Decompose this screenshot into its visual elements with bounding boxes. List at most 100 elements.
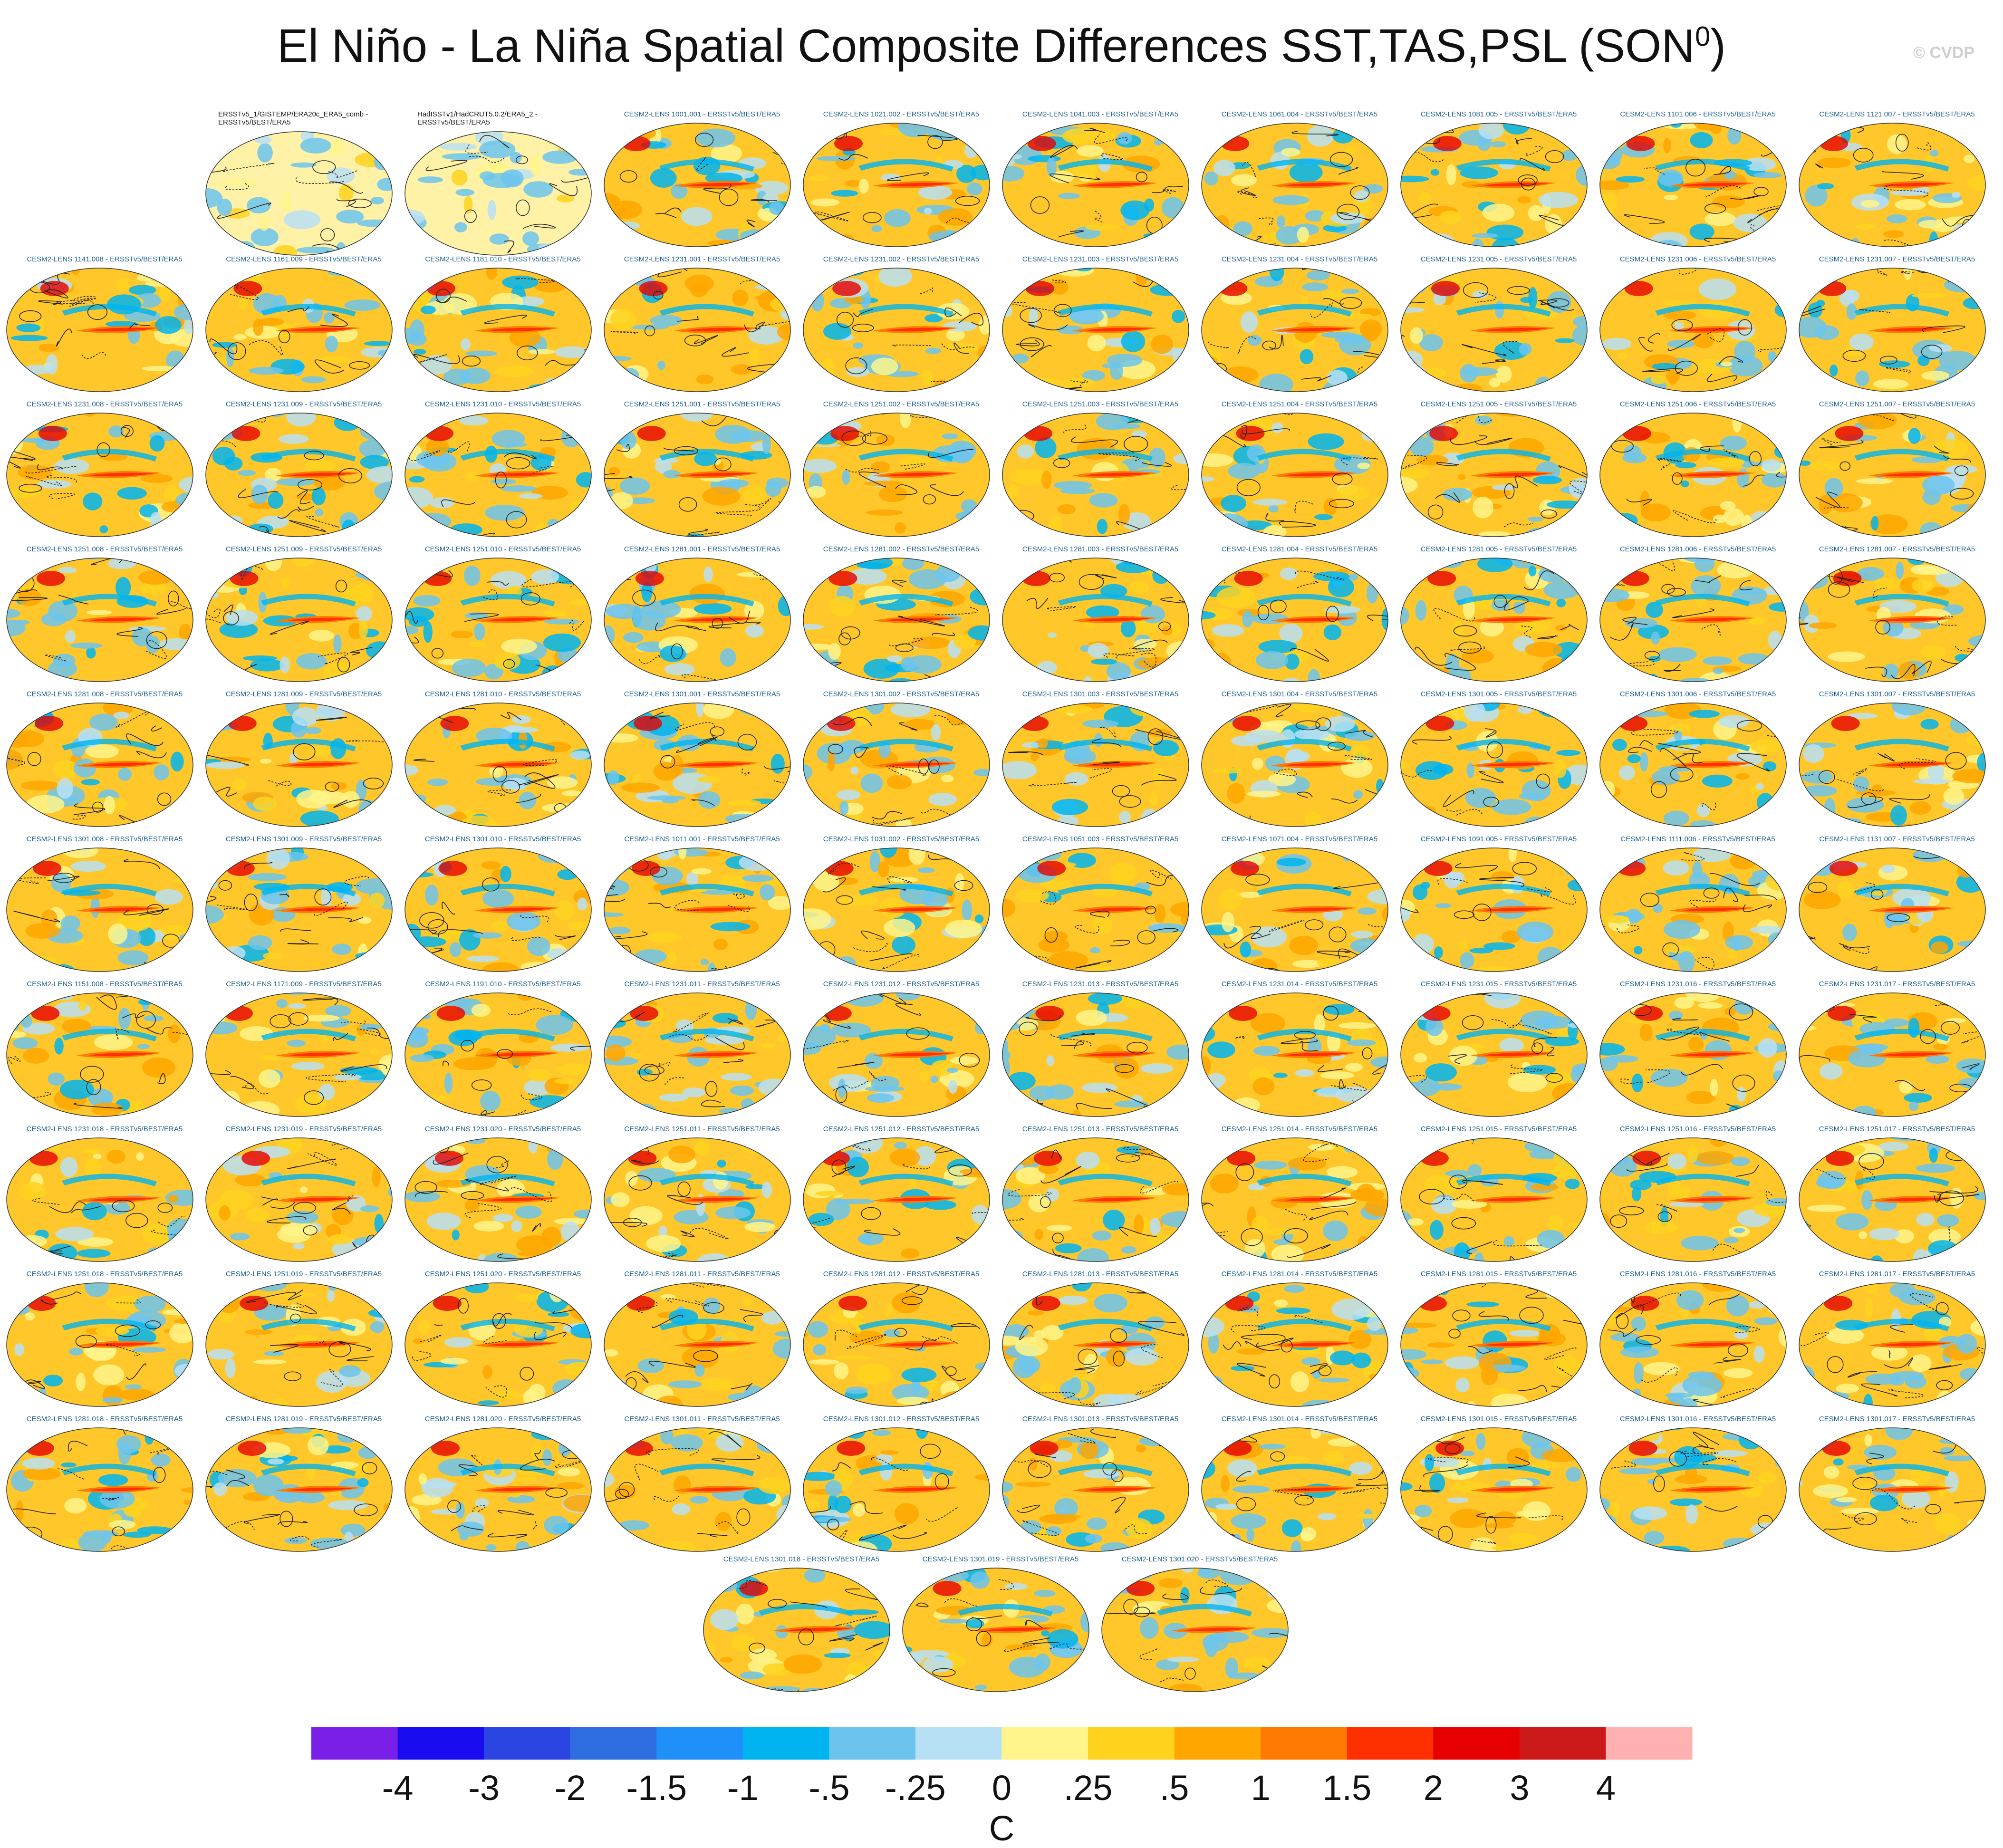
- anomaly-patch: [38, 1387, 47, 1405]
- anomaly-patch: [781, 1308, 790, 1319]
- anomaly-patch: [1086, 965, 1118, 972]
- anomaly-patch: [491, 920, 508, 932]
- map-panel: CESM2-LENS 1251.018 - ERSSTv5/BEST/ERA5: [5, 1270, 204, 1413]
- anomaly-patch: [1537, 947, 1563, 968]
- psl-contour: [156, 607, 187, 615]
- psl-contour: [1579, 958, 1587, 962]
- panel-label: CESM2-LENS 1301.010 - ERSSTv5/BEST/ERA5: [424, 835, 581, 843]
- anomaly-patch: [803, 1385, 829, 1398]
- map-plot: [1400, 847, 1588, 972]
- anomaly-patch: [247, 523, 273, 534]
- psl-contour: [1853, 768, 1868, 776]
- anomaly-patch: [1293, 703, 1321, 713]
- map-plot: [1799, 1137, 1986, 1262]
- psl-contour: [484, 315, 527, 324]
- anomaly-patch: [694, 452, 717, 466]
- anomaly-patch: [1869, 1228, 1900, 1241]
- anomaly-patch: [1323, 624, 1342, 641]
- psl-contour: [43, 289, 68, 298]
- map-outline: [1799, 413, 1986, 537]
- anomaly-patch: [552, 1283, 578, 1294]
- psl-contour-closed: [1504, 483, 1515, 499]
- psl-contour-closed: [19, 483, 42, 493]
- anomaly-patch: [1075, 268, 1093, 271]
- psl-contour: [667, 1034, 708, 1041]
- anomaly-patch: [1084, 1354, 1098, 1373]
- psl-contour: [1462, 1180, 1503, 1185]
- anomaly-patch: [139, 582, 167, 595]
- anomaly-patch: [1149, 447, 1165, 468]
- anomaly-patch: [604, 134, 626, 147]
- anomaly-patch: [492, 1213, 514, 1222]
- anomaly-patch: [1856, 478, 1893, 484]
- anomaly-patch: [7, 1018, 20, 1031]
- map-panel: CESM2-LENS 1251.004 - ERSSTv5/BEST/ERA5: [1200, 400, 1399, 543]
- psl-contour: [1099, 727, 1117, 738]
- anomaly-patch: [1036, 383, 1047, 392]
- map-plot: [1599, 992, 1787, 1117]
- anomaly-patch: [248, 366, 284, 375]
- anomaly-patch: [1946, 464, 1977, 474]
- psl-contour: [420, 1334, 443, 1343]
- anomaly-patch: [717, 479, 749, 488]
- map-outline: [604, 268, 791, 392]
- anomaly-patch: [250, 659, 284, 672]
- psl-contour: [1339, 167, 1358, 175]
- anomaly-patch: [316, 1371, 347, 1393]
- map-outline: [1400, 703, 1588, 827]
- psl-contour: [1510, 1256, 1522, 1261]
- psl-contour: [932, 632, 955, 636]
- panel-label: CESM2-LENS 1281.013 - ERSSTv5/BEST/ERA5: [1022, 1270, 1179, 1278]
- anomaly-patch: [803, 459, 837, 473]
- anomaly-patch: [717, 1159, 726, 1168]
- map-outline: [1400, 847, 1588, 972]
- map-panel: CESM2-LENS 1281.011 - ERSSTv5/BEST/ERA5: [602, 1270, 802, 1413]
- anomaly-patch: [1724, 1007, 1736, 1016]
- psl-contour: [1456, 808, 1483, 816]
- anomaly-patch: [917, 867, 935, 873]
- anomaly-patch: [534, 278, 567, 293]
- anomaly-patch: [1948, 523, 1977, 531]
- anomaly-patch: [289, 752, 298, 766]
- psl-contour: [701, 1099, 725, 1107]
- psl-contour-closed: [516, 199, 530, 216]
- panel-label: CESM2-LENS 1251.017 - ERSSTv5/BEST/ERA5: [1819, 1125, 1975, 1133]
- anomaly-patch: [1418, 244, 1442, 247]
- cool-horseshoe: [1456, 1029, 1551, 1041]
- panel-label: CESM2-LENS 1051.003 - ERSSTv5/BEST/ERA5: [1022, 835, 1179, 843]
- psl-contour-closed: [495, 472, 507, 489]
- anomaly-patch: [671, 183, 688, 199]
- title-superscript: 0: [1695, 21, 1711, 52]
- anomaly-patch: [259, 213, 270, 231]
- anomaly-patch: [60, 915, 81, 932]
- anomaly-patch: [768, 896, 790, 910]
- psl-contour-closed: [1644, 651, 1660, 660]
- anomaly-patch: [159, 638, 193, 650]
- anomaly-patch: [290, 558, 315, 567]
- anomaly-patch: [891, 703, 931, 718]
- psl-contour: [1695, 575, 1722, 583]
- map-panel: CESM2-LENS 1231.008 - ERSSTv5/BEST/ERA5: [5, 400, 204, 543]
- anomaly-patch: [12, 730, 44, 747]
- anomaly-patch: [1268, 505, 1279, 513]
- anomaly-patch: [1115, 1057, 1139, 1079]
- psl-contour-closed: [1842, 349, 1866, 362]
- anomaly-patch: [1836, 1383, 1859, 1394]
- map-plot: [1799, 1282, 1986, 1407]
- anomaly-patch: [850, 767, 859, 775]
- psl-contour: [897, 616, 945, 626]
- psl-contour: [1884, 239, 1908, 246]
- psl-contour-closed: [1875, 620, 1890, 635]
- cool-horseshoe: [460, 884, 555, 896]
- psl-contour: [921, 808, 953, 817]
- anomaly-patch: [1339, 1022, 1376, 1029]
- anomaly-patch: [761, 1043, 776, 1049]
- anomaly-patch: [104, 796, 116, 815]
- psl-contour: [823, 1020, 851, 1029]
- anomaly-patch: [280, 1222, 318, 1236]
- anomaly-patch: [1929, 150, 1939, 157]
- anomaly-patch: [620, 368, 639, 382]
- anomaly-patch: [1143, 233, 1160, 239]
- psl-contour: [52, 1291, 82, 1300]
- psl-contour-closed: [831, 1159, 847, 1175]
